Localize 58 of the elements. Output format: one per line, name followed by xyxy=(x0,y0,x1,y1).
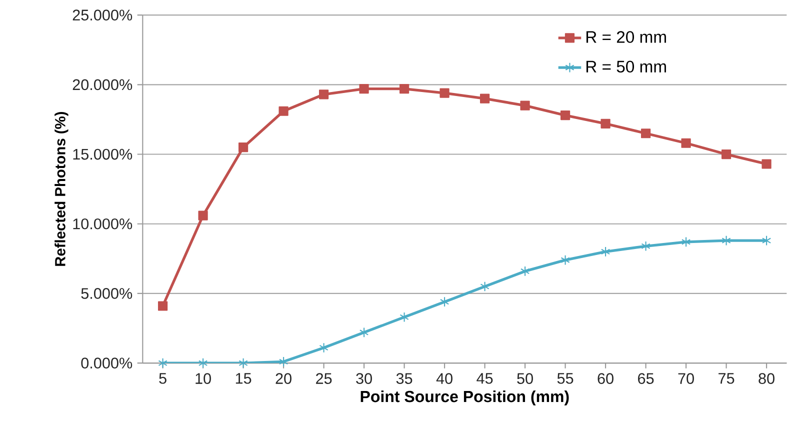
point xyxy=(480,94,490,104)
y-tick-label: 0.000% xyxy=(81,358,132,368)
x-axis-title: Point Source Position (mm) xyxy=(360,390,569,406)
point xyxy=(440,88,450,98)
point xyxy=(641,240,650,252)
point xyxy=(480,281,490,292)
point xyxy=(359,327,369,338)
y-tick-label: 15.000% xyxy=(73,148,132,160)
point xyxy=(520,266,530,276)
point xyxy=(681,138,691,148)
point xyxy=(318,90,329,100)
point xyxy=(198,210,208,220)
x-tick-label: 15 xyxy=(236,373,252,384)
point xyxy=(520,100,530,110)
point xyxy=(238,142,248,152)
y-tick-label: 20.000% xyxy=(72,79,132,90)
x-tick-label: 45 xyxy=(476,373,493,384)
x-tick-label: 5 xyxy=(159,373,166,384)
point xyxy=(319,342,328,353)
x-tick-label: 35 xyxy=(396,373,412,384)
point xyxy=(440,296,450,308)
x-tick-label: 75 xyxy=(718,373,734,384)
point xyxy=(600,246,610,257)
point xyxy=(278,106,288,116)
x-tick-label: 65 xyxy=(638,373,654,384)
point xyxy=(762,159,772,169)
point xyxy=(762,235,772,246)
point xyxy=(158,358,168,368)
y-tick-label: 5.000% xyxy=(81,288,132,299)
point xyxy=(238,358,248,368)
legend-label: R = 50 mm xyxy=(586,60,666,73)
point xyxy=(399,84,410,94)
point xyxy=(721,149,732,160)
point xyxy=(278,356,288,367)
y-axis-title: Reflected Photons (%) xyxy=(54,112,68,266)
legend-label: R = 20 mm xyxy=(586,31,666,43)
x-tick-label: 30 xyxy=(356,373,372,384)
x-tick-label: 10 xyxy=(196,373,211,384)
x-tick-label: 80 xyxy=(758,373,774,384)
x-tick-label: 50 xyxy=(517,373,533,384)
y-tick-label: 25.000% xyxy=(72,10,132,20)
x-tick-label: 70 xyxy=(678,373,694,384)
point xyxy=(681,236,691,248)
point xyxy=(158,301,168,311)
point xyxy=(600,118,610,128)
x-tick-label: 40 xyxy=(436,373,452,384)
point xyxy=(640,128,651,138)
x-tick-label: 20 xyxy=(276,373,292,384)
point xyxy=(722,235,731,246)
x-tick-label: 55 xyxy=(557,373,574,384)
point xyxy=(400,312,409,322)
point xyxy=(198,358,208,368)
point xyxy=(359,84,369,94)
point xyxy=(560,254,570,266)
x-tick-label: 25 xyxy=(316,373,332,384)
y-tick-label: 10.000% xyxy=(73,218,132,230)
point xyxy=(560,110,570,120)
x-tick-label: 60 xyxy=(598,373,614,384)
